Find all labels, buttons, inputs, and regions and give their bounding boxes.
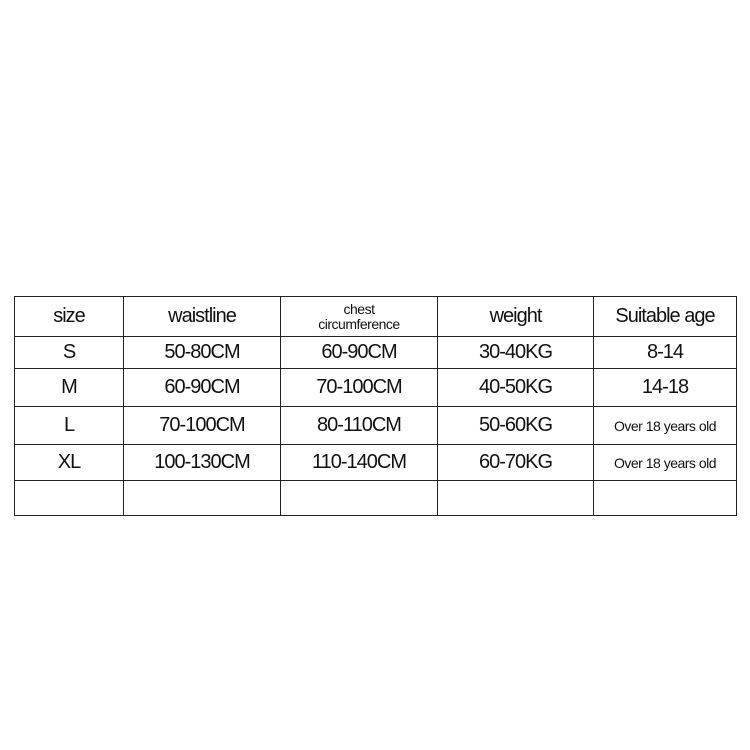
header-weight: weight bbox=[437, 296, 594, 337]
table-cell: 60-70KG bbox=[437, 444, 594, 481]
table-row: S 50-80CM 60-90CM 30-40KG 8-14 bbox=[14, 336, 737, 369]
header-age: Suitable age bbox=[593, 296, 737, 337]
table-cell: Over 18 years old bbox=[593, 406, 737, 445]
header-row: size waistline chest circumference weight… bbox=[14, 296, 737, 337]
header-waistline: waistline bbox=[123, 296, 281, 337]
table-cell: L bbox=[14, 406, 124, 445]
table-cell: Over 18 years old bbox=[593, 444, 737, 481]
table-cell: 30-40KG bbox=[437, 336, 594, 369]
table-row: L 70-100CM 80-110CM 50-60KG Over 18 years ol… bbox=[14, 406, 737, 445]
table-cell: 14-18 bbox=[593, 368, 737, 407]
table-cell: XL bbox=[14, 444, 124, 481]
table-cell: 60-90CM bbox=[280, 336, 438, 369]
table-row bbox=[14, 480, 737, 516]
table-cell: 50-60KG bbox=[437, 406, 594, 445]
table-cell bbox=[593, 480, 737, 516]
table-cell bbox=[14, 480, 124, 516]
table-cell: 70-100CM bbox=[280, 368, 438, 407]
table-row: XL 100-130CM 110-140CM 60-70KG Over 18 years… bbox=[14, 444, 737, 481]
size-chart-table: size waistline chest circumference weight… bbox=[14, 296, 737, 516]
table-cell bbox=[437, 480, 594, 516]
header-size: size bbox=[14, 296, 124, 337]
header-chest-line2: circumference bbox=[318, 315, 400, 332]
table-cell: S bbox=[14, 336, 124, 369]
table-cell: 100-130CM bbox=[123, 444, 281, 481]
table-cell: 8-14 bbox=[593, 336, 737, 369]
header-chest: chest circumference bbox=[280, 296, 438, 337]
header-chest-line1: chest bbox=[343, 300, 375, 317]
table-cell: 70-100CM bbox=[123, 406, 281, 445]
table-cell bbox=[123, 480, 281, 516]
table-cell: 110-140CM bbox=[280, 444, 438, 481]
table-row: M 60-90CM 70-100CM 40-50KG 14-18 bbox=[14, 368, 737, 407]
table-cell: 60-90CM bbox=[123, 368, 281, 407]
table-cell: M bbox=[14, 368, 124, 407]
table-cell bbox=[280, 480, 438, 516]
table-cell: 80-110CM bbox=[280, 406, 438, 445]
table-cell: 50-80CM bbox=[123, 336, 281, 369]
table-cell: 40-50KG bbox=[437, 368, 594, 407]
